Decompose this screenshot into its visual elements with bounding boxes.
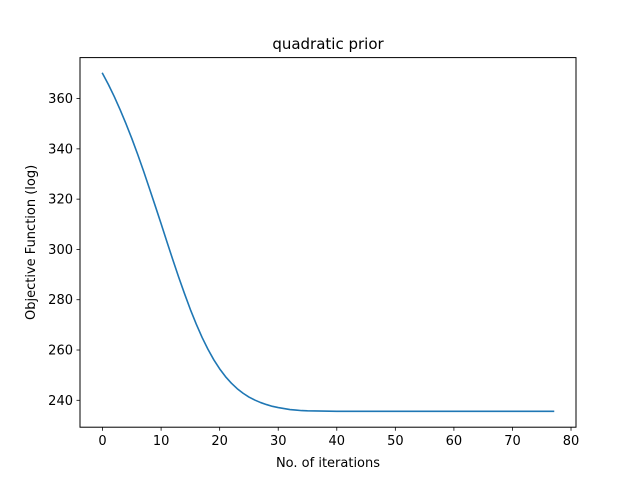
series-line <box>101 72 555 413</box>
x-tick-label: 30 <box>270 434 287 449</box>
y-tick-label: 280 <box>48 293 73 308</box>
ticks-layer: 0 10 20 30 40 50 60 70 80 240 260 280 300 320 340 360 <box>48 92 579 449</box>
x-tick-label: 60 <box>446 434 463 449</box>
x-tick-label: 20 <box>211 434 228 449</box>
y-tick-label: 340 <box>48 142 73 157</box>
x-tick-label: 70 <box>504 434 521 449</box>
x-axis-title: No. of iterations <box>276 456 380 471</box>
y-tick-label: 240 <box>48 394 73 409</box>
y-tick-label: 300 <box>48 243 73 258</box>
y-axis-title: Objective Function (log) <box>24 165 39 320</box>
y-tick-label: 320 <box>48 193 73 208</box>
chart-title: quadratic prior <box>272 35 384 53</box>
x-tick-label: 80 <box>563 434 580 449</box>
x-tick-label: 0 <box>98 434 106 449</box>
plot-frame <box>79 57 577 428</box>
y-tick-label: 360 <box>48 92 73 107</box>
x-tick-label: 40 <box>329 434 346 449</box>
x-tick-label: 50 <box>387 434 404 449</box>
y-tick-label: 260 <box>48 344 73 359</box>
x-tick-label: 10 <box>153 434 170 449</box>
series-layer <box>101 72 555 413</box>
